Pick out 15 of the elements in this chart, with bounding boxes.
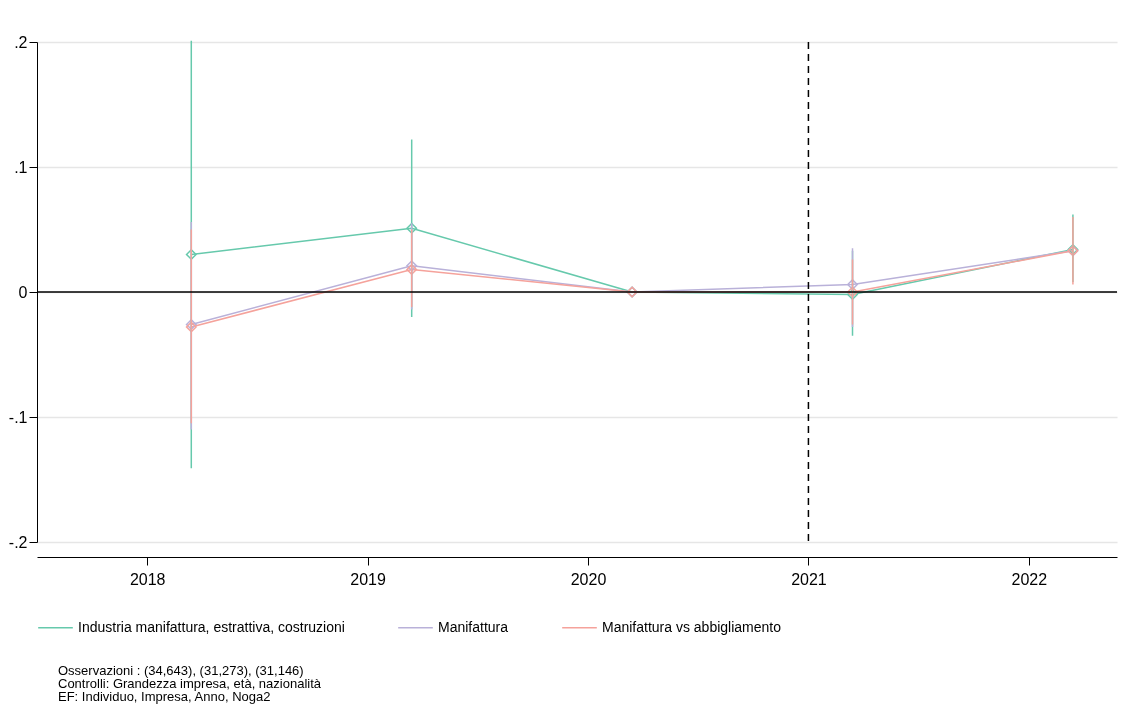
x-tick-label: 2019 (350, 570, 387, 588)
y-tick-label: -.2 (8, 533, 28, 551)
y-tick-label: .1 (14, 158, 28, 176)
legend-label: Industria manifattura, estrattiva, costruzioni (78, 618, 345, 635)
x-tick-label: 2021 (791, 570, 827, 588)
x-tick-label: 2018 (129, 570, 166, 588)
text: Osservazioni : (34,643), (31,273), (31,146) (58, 663, 304, 678)
y-tick-label: 0 (18, 283, 28, 301)
x-tick-label: 2022 (1011, 570, 1048, 588)
x-tick-label: 2020 (570, 570, 607, 588)
y-tick-label: -.1 (8, 408, 28, 426)
y-tick-label: .2 (14, 33, 28, 51)
text: Controlli: Grandezza impresa, età, nazionalità (58, 676, 322, 691)
legend-label: Manifattura (438, 618, 509, 635)
legend-label: Manifattura vs abbigliamento (602, 618, 782, 635)
